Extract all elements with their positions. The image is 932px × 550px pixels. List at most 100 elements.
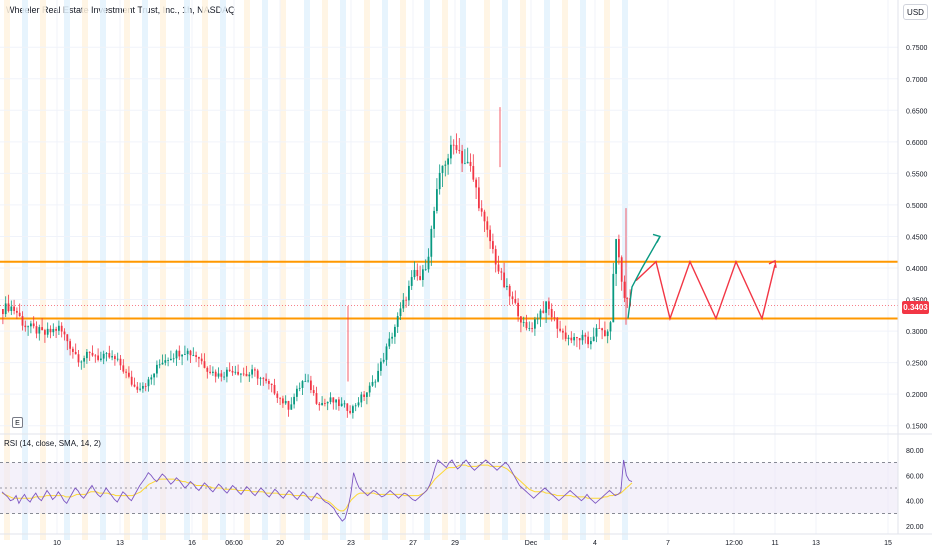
candle-body: [620, 257, 623, 282]
candle-body: [52, 328, 55, 333]
earnings-badge[interactable]: E: [12, 417, 23, 428]
rsi-tick-label: 20.00: [906, 524, 924, 531]
candle-body: [209, 371, 211, 373]
candle-body: [539, 310, 542, 319]
candle-body: [578, 338, 581, 341]
candle-body: [91, 352, 94, 356]
candle-body: [402, 299, 405, 309]
candle-body: [231, 370, 234, 373]
candle-body: [156, 364, 158, 374]
session-band: [604, 0, 610, 540]
candle-body: [304, 381, 307, 382]
candle-body: [203, 361, 206, 368]
candle-body: [164, 360, 167, 363]
candle-body: [226, 369, 228, 377]
candle-body: [128, 372, 130, 377]
candle-body: [385, 346, 388, 360]
candle-body: [374, 381, 377, 383]
candle-body: [77, 354, 80, 363]
candle-body: [296, 388, 298, 397]
candle-body: [44, 330, 46, 335]
candle-body: [200, 358, 203, 362]
candle-body: [105, 353, 108, 354]
candle-body: [452, 144, 455, 146]
candle-body: [161, 362, 164, 365]
candle-body: [69, 341, 71, 349]
candle-body: [66, 334, 69, 342]
candle-body: [139, 388, 141, 390]
candle-body: [542, 310, 545, 313]
candle-body: [206, 367, 209, 372]
candle-body: [441, 165, 444, 173]
candle-body: [626, 297, 629, 299]
session-band: [460, 0, 466, 540]
candle-body: [276, 393, 279, 398]
y-tick-label: 0.6000: [906, 140, 928, 147]
candle-body: [584, 334, 587, 337]
candle-body: [326, 401, 329, 404]
candle-body: [615, 239, 617, 274]
candle-body: [556, 317, 559, 329]
session-band: [484, 0, 490, 540]
rsi-legend[interactable]: RSI (14, close, SMA, 14, 2): [4, 439, 101, 448]
candle-body: [234, 371, 237, 373]
candle-body: [598, 328, 601, 329]
candle-body: [506, 285, 508, 288]
candle-body: [553, 317, 556, 319]
forecast-zigzag: [635, 259, 776, 321]
candle-body: [97, 355, 99, 360]
session-band: [520, 0, 526, 540]
candle-body: [394, 326, 396, 337]
session-band: [622, 0, 628, 540]
candle-body: [270, 383, 273, 385]
x-tick-label: 10: [53, 540, 61, 547]
session-band: [280, 0, 286, 540]
session-band: [202, 0, 208, 540]
session-band: [382, 0, 388, 540]
candle-body: [18, 312, 21, 317]
rsi-band-fill: [0, 462, 898, 514]
session-band: [82, 0, 88, 540]
currency-button[interactable]: USD: [903, 4, 928, 20]
forecast-arrowhead: [768, 259, 777, 268]
candle-body: [349, 410, 351, 413]
forecast-green-arrow: [627, 236, 661, 319]
candle-body: [388, 338, 391, 347]
candle-body: [27, 326, 29, 328]
y-tick-label: 0.4000: [906, 266, 928, 273]
candle-body: [366, 392, 368, 397]
candle-body: [564, 332, 567, 339]
candle-body: [256, 370, 259, 379]
candle-body: [248, 374, 251, 377]
candle-body: [133, 384, 136, 387]
candle-body: [228, 369, 231, 371]
candle-body: [545, 301, 547, 313]
candle-body: [338, 399, 340, 406]
candle-body: [461, 150, 463, 164]
candle-body: [346, 403, 349, 411]
candle-body: [172, 358, 175, 360]
candle-body: [318, 403, 321, 406]
candle-body: [214, 371, 217, 377]
x-tick-label: 4: [593, 540, 597, 547]
candle-body: [63, 331, 66, 335]
candle-body: [430, 228, 433, 257]
session-band: [160, 0, 166, 540]
candle-body: [424, 269, 427, 271]
candle-body: [24, 325, 27, 328]
y-tick-label: 0.2500: [906, 361, 928, 368]
candle-body: [458, 149, 461, 151]
candle-body: [329, 397, 332, 402]
candle-body: [444, 164, 447, 166]
candle-body: [38, 327, 41, 334]
candle-body: [492, 241, 494, 250]
candle-body: [245, 373, 248, 377]
x-tick-label: 12:00: [725, 540, 743, 547]
candle-body: [478, 187, 480, 209]
candle-body: [58, 325, 60, 331]
candle-body: [21, 316, 24, 326]
candle-body: [80, 361, 83, 363]
session-band: [262, 0, 268, 540]
